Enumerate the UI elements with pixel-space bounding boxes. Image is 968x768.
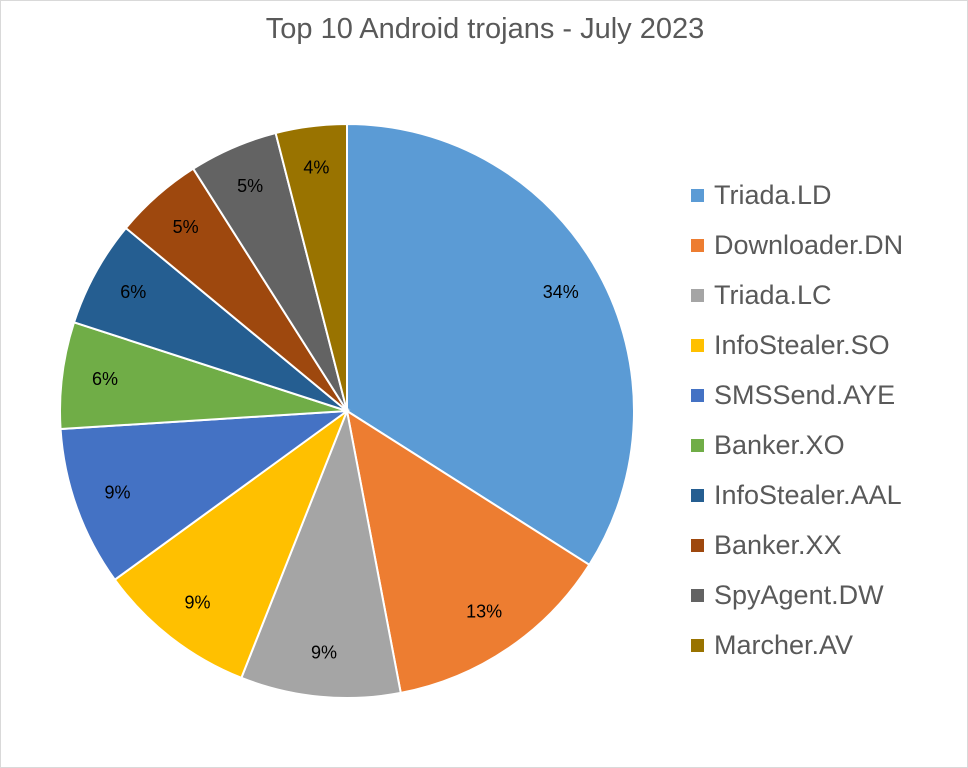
legend-label: Banker.XX (714, 529, 842, 560)
legend-item: Marcher.AV (691, 620, 903, 670)
legend-swatch (691, 638, 704, 652)
data-label: 9% (104, 482, 130, 502)
chart-title: Top 10 Android trojans - July 2023 (265, 13, 705, 45)
data-label: 9% (184, 593, 210, 613)
data-label: 6% (120, 282, 146, 302)
data-label: 6% (92, 369, 118, 389)
pie-slice-infostealer-so (113, 408, 350, 680)
legend-label: InfoStealer.AAL (714, 479, 902, 510)
legend-swatch (691, 538, 704, 552)
legend-label: Triada.LD (714, 179, 832, 210)
legend-swatch (691, 438, 704, 452)
legend-swatch (691, 488, 704, 502)
data-label: 4% (303, 158, 329, 178)
pie-slice-triada-ld (346, 122, 635, 567)
pie-slice-smssend-aye (59, 409, 351, 582)
data-label: 13% (466, 602, 502, 622)
pie-slice-triada-lc (240, 407, 402, 699)
data-label: 5% (173, 217, 199, 237)
chart-legend: Triada.LD Downloader.DN Triada.LC InfoSteal… (691, 170, 903, 670)
legend-label: SpyAgent.DW (714, 579, 884, 610)
legend-item: SpyAgent.DW (691, 570, 903, 620)
legend-label: SMSSend.AYE (714, 379, 896, 410)
pie-slice-marcher-av (274, 122, 348, 412)
legend-label: Triada.LC (714, 279, 832, 310)
legend-label: Marcher.AV (714, 629, 854, 660)
legend-swatch (691, 388, 704, 402)
data-label: 34% (543, 282, 579, 302)
legend-swatch (691, 288, 704, 302)
legend-label: Downloader.DN (714, 229, 904, 260)
legend-item: Triada.LD (691, 170, 903, 220)
data-label: 5% (237, 176, 263, 196)
legend-item: InfoStealer.AAL (691, 470, 903, 520)
legend-swatch (691, 588, 704, 602)
legend-item: Banker.XX (691, 520, 903, 570)
data-label: 9% (311, 643, 337, 663)
legend-item: SMSSend.AYE (691, 370, 903, 420)
legend-label: Banker.XO (714, 429, 845, 460)
legend-swatch (691, 238, 704, 252)
legend-label: InfoStealer.SO (714, 329, 890, 360)
legend-swatch (691, 338, 704, 352)
legend-item: Banker.XO (691, 420, 903, 470)
legend-item: Triada.LC (691, 270, 903, 320)
legend-item: Downloader.DN (691, 220, 903, 270)
legend-swatch (691, 188, 704, 202)
legend-item: InfoStealer.SO (691, 320, 903, 370)
pie-slice-downloader-dn (345, 408, 591, 695)
